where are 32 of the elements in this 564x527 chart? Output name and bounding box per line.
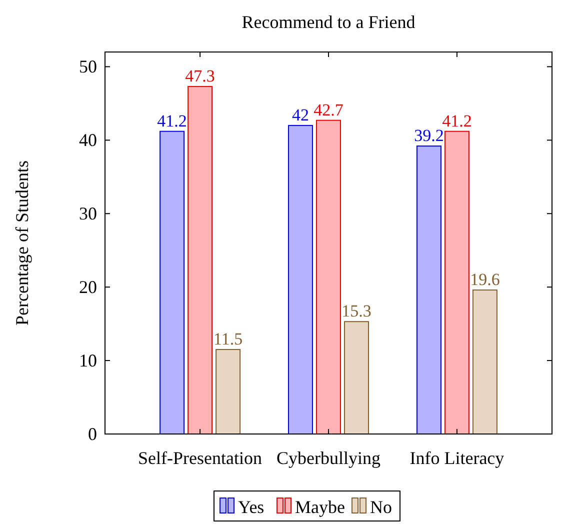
bar	[472, 290, 498, 434]
data-label: 15.3	[342, 302, 372, 321]
y-axis-title: Percentage of Students	[12, 160, 32, 326]
y-tick-label: 20	[79, 277, 97, 298]
data-label: 11.5	[213, 330, 243, 349]
legend-label: No	[370, 497, 392, 517]
chart-title: Recommend to a Friend	[242, 12, 416, 32]
data-label: 47.3	[185, 66, 215, 86]
y-tick-label: 0	[88, 424, 97, 444]
data-label: 42.7	[314, 100, 344, 120]
y-tick-label: 50	[79, 56, 97, 77]
bar	[160, 130, 185, 434]
bar	[188, 86, 213, 434]
bar	[288, 124, 313, 434]
legend-label: Yes	[238, 497, 264, 517]
bar	[444, 130, 470, 434]
data-label: 42	[292, 105, 309, 124]
y-tick-label: 40	[79, 130, 97, 150]
data-label: 41.2	[157, 111, 187, 130]
bar	[316, 120, 341, 434]
bar	[416, 146, 442, 434]
x-tick-label: Self-Presentation	[138, 448, 262, 468]
x-tick-label: Cyberbullying	[276, 448, 380, 468]
bar	[216, 349, 241, 434]
legend-label: Maybe	[295, 497, 345, 517]
data-label: 19.6	[470, 270, 500, 290]
y-tick-label: 30	[79, 204, 97, 224]
x-tick-label: Info Literacy	[410, 448, 504, 468]
data-label: 41.2	[442, 111, 472, 130]
bar	[344, 321, 369, 434]
data-label: 39.2	[414, 126, 444, 146]
y-tick-label: 10	[79, 350, 97, 371]
